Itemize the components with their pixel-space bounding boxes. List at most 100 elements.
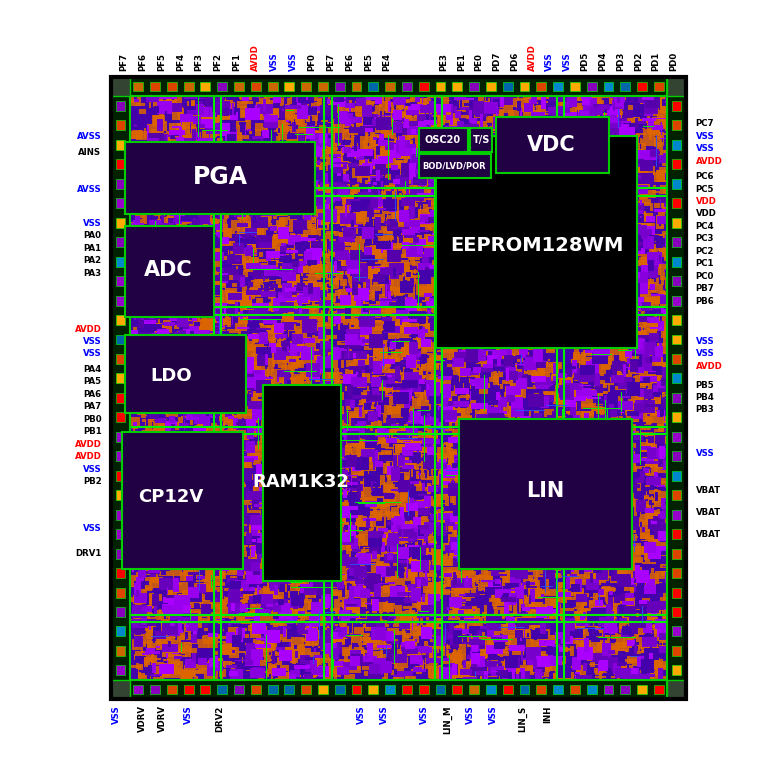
Bar [131, 417, 140, 428]
Bar [427, 353, 437, 355]
Bar [151, 129, 158, 138]
Bar [446, 467, 462, 475]
Bar [650, 609, 661, 615]
Bar [341, 168, 348, 171]
Bar [300, 318, 303, 326]
Bar [483, 395, 485, 402]
Bar [191, 474, 201, 476]
Bar [435, 542, 437, 543]
Bar [499, 534, 500, 535]
Bar [225, 98, 226, 102]
Bar [212, 660, 225, 666]
Bar [204, 316, 218, 322]
Bar [187, 473, 199, 481]
Bar [234, 512, 238, 520]
Bar [599, 158, 601, 163]
Bar [632, 299, 633, 306]
Bar [147, 124, 159, 136]
Bar [248, 89, 250, 100]
Bar [537, 154, 540, 162]
Bar [345, 615, 350, 617]
Bar [268, 579, 269, 591]
Bar [141, 234, 142, 247]
Bar [486, 131, 501, 132]
Bar [142, 311, 151, 316]
Bar [591, 280, 594, 291]
Bar [419, 685, 429, 695]
Bar [170, 152, 179, 155]
Bar [548, 459, 559, 470]
Bar [221, 567, 225, 577]
Bar [263, 332, 265, 336]
Bar [629, 361, 638, 372]
Bar [251, 562, 261, 571]
Bar [541, 459, 548, 466]
Bar [209, 222, 211, 229]
Bar [263, 388, 276, 400]
Bar [146, 640, 151, 651]
Bar [391, 670, 394, 676]
Bar [244, 217, 251, 227]
Bar [239, 476, 240, 487]
Bar [439, 216, 443, 224]
Bar [167, 656, 180, 666]
Bar [352, 394, 369, 399]
Bar [180, 352, 193, 360]
Bar [485, 562, 498, 565]
Bar [353, 586, 355, 593]
Bar [402, 123, 407, 135]
Bar [230, 304, 244, 314]
Bar [559, 501, 566, 505]
Bar [272, 592, 284, 602]
Bar [223, 176, 226, 181]
Bar [478, 452, 489, 453]
Bar [581, 334, 587, 346]
Bar [228, 520, 229, 528]
Bar [282, 568, 287, 572]
Bar [511, 259, 514, 264]
Bar [630, 385, 633, 390]
Bar [138, 349, 145, 358]
Bar [611, 296, 614, 304]
Bar [221, 430, 234, 440]
Bar [639, 97, 650, 103]
Bar [321, 341, 332, 349]
Bar [213, 576, 222, 578]
Bar [408, 545, 419, 546]
Bar [212, 561, 216, 569]
Bar [638, 327, 641, 331]
Bar [600, 341, 605, 345]
Bar [156, 101, 172, 114]
Bar [173, 195, 178, 201]
Bar [144, 495, 149, 499]
Bar [473, 641, 486, 645]
Bar [513, 446, 524, 452]
Bar [647, 348, 657, 354]
Bar [192, 129, 195, 142]
Bar [408, 532, 417, 542]
Bar [512, 467, 514, 476]
Bar [232, 379, 247, 383]
Bar [290, 161, 293, 166]
Bar [615, 670, 626, 678]
Bar [349, 488, 350, 495]
Bar [140, 212, 149, 214]
Bar [492, 580, 501, 591]
Bar [565, 496, 579, 509]
Bar [189, 173, 190, 175]
Bar [492, 350, 506, 355]
Bar [487, 659, 498, 672]
Bar [442, 465, 451, 477]
Bar [418, 603, 421, 611]
Bar [158, 308, 159, 318]
Bar [280, 267, 287, 270]
Bar [255, 92, 267, 96]
Bar [373, 182, 377, 186]
Bar [180, 681, 183, 682]
Bar [533, 110, 539, 118]
Bar [439, 408, 441, 412]
Bar [329, 100, 335, 113]
Bar [434, 584, 445, 593]
Bar [353, 535, 366, 546]
Bar [663, 615, 674, 627]
